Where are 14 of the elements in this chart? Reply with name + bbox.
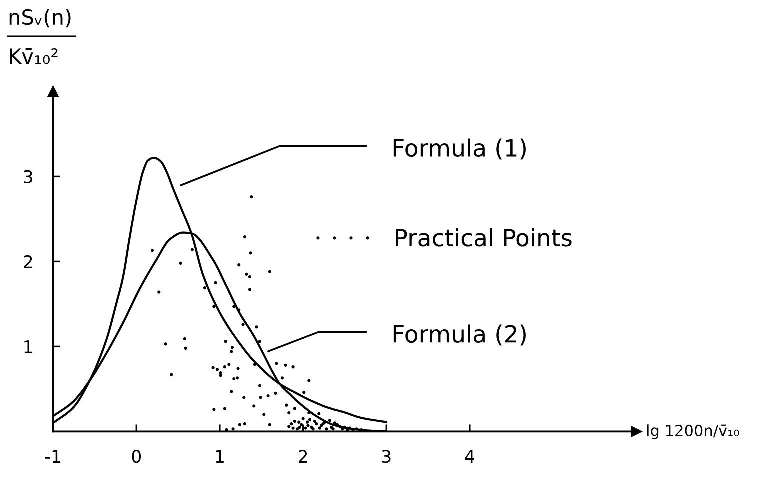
text: Formula (1) bbox=[394, 138, 526, 160]
legend-label: Formula (2) bbox=[394, 324, 526, 346]
x-tick-label: -1 bbox=[45, 450, 60, 463]
legend-label: Practical Points bbox=[396, 228, 572, 247]
x-tick-label: 4 bbox=[465, 450, 474, 463]
x-axis-title: lg 1200n/v̄₁₀ bbox=[647, 424, 740, 440]
y-tick-label: 3 bbox=[24, 170, 32, 184]
y-axis-title: nSᵥ(n) Kv̄₁₀² bbox=[10, 9, 71, 64]
y-tick-label: 2 bbox=[24, 255, 32, 268]
x-tick-label: 3 bbox=[382, 450, 391, 464]
x-tick-label: 0 bbox=[132, 450, 141, 464]
y-tick-label: 1 bbox=[24, 340, 32, 354]
x-tick-label: 1 bbox=[216, 450, 224, 463]
x-tick-label: 2 bbox=[299, 450, 308, 463]
